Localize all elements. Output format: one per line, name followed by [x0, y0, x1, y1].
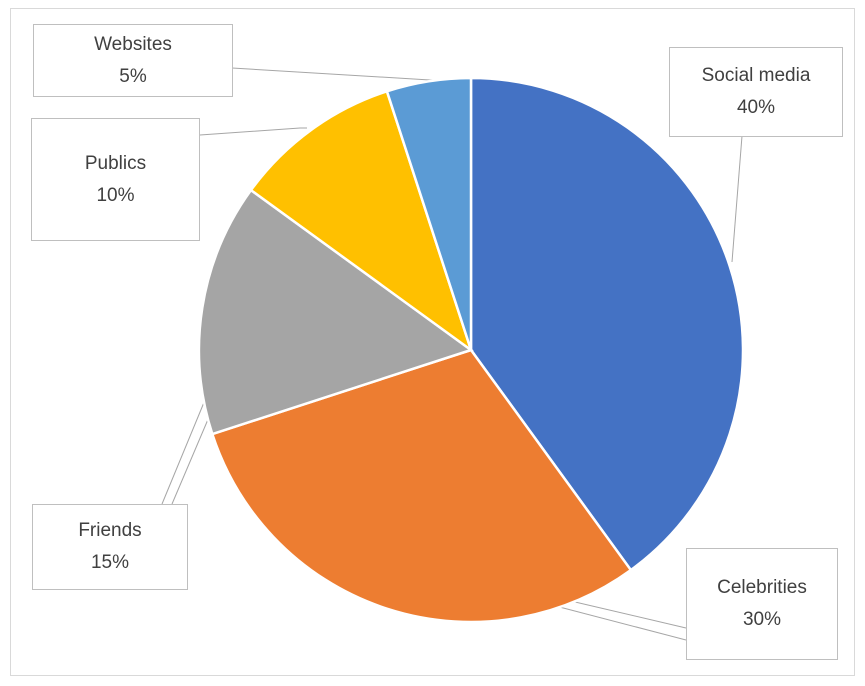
label-celebrities: Celebrities 30% — [686, 548, 838, 660]
leader-line-celebrities — [547, 603, 687, 641]
pie-slice-publics — [249, 89, 474, 354]
label-websites-name: Websites — [94, 33, 172, 55]
label-social-media-value: 40% — [736, 97, 776, 118]
pie-slice-celebrities — [210, 348, 633, 624]
leader-line-social-media — [731, 135, 743, 263]
label-friends-name: Friends — [78, 520, 142, 541]
leader-line-friends-2 — [171, 409, 213, 505]
label-friends-value: 15% — [90, 552, 130, 573]
leader-line-websites — [231, 67, 437, 81]
label-social-media-name: Social media — [701, 65, 811, 86]
leader-line-friends — [161, 399, 206, 505]
label-websites: Websites 5% — [33, 24, 233, 97]
label-publics-name: Publics — [84, 152, 147, 174]
leader-line-publics — [199, 127, 307, 136]
leader-line-celebrities-2 — [557, 597, 687, 629]
label-publics-value: 10% — [96, 184, 135, 206]
pie-slice-social-media — [469, 76, 745, 572]
pie-slices — [197, 76, 745, 624]
label-celebrities-value: 30% — [742, 609, 782, 630]
pie-slice-websites — [385, 76, 473, 351]
label-celebrities-name: Celebrities — [717, 577, 807, 598]
label-friends: Friends 15% — [32, 504, 188, 590]
label-websites-value: 5% — [119, 65, 147, 87]
label-social-media: Social media 40% — [669, 47, 843, 137]
label-publics: Publics 10% — [31, 118, 200, 241]
pie-slice-friends — [197, 188, 474, 436]
